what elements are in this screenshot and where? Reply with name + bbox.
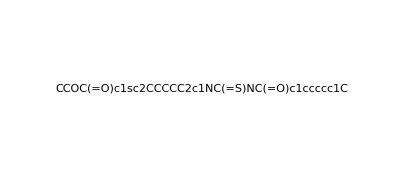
Text: CCOC(=O)c1sc2CCCCC2c1NC(=S)NC(=O)c1ccccc1C: CCOC(=O)c1sc2CCCCC2c1NC(=S)NC(=O)c1ccccc… [56,84,348,94]
